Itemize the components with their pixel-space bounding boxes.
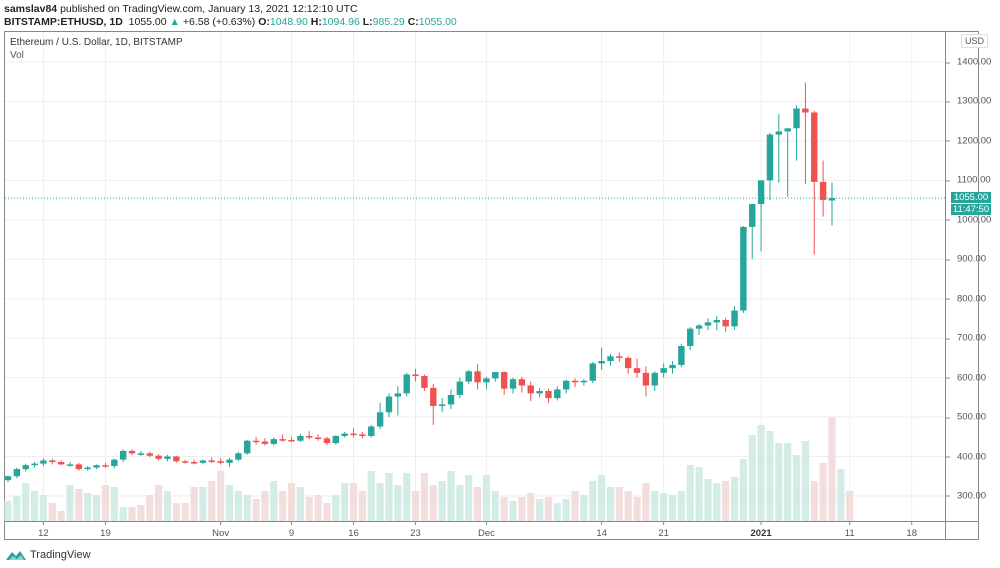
- time-tick: 19: [100, 528, 111, 539]
- countdown-tag: 11:47:50: [951, 204, 991, 215]
- time-tick: 16: [348, 528, 359, 539]
- close-value: 1055.00: [418, 16, 457, 28]
- time-tick: 11: [844, 528, 855, 539]
- price-tick: 1100.00: [946, 174, 991, 186]
- time-tick: 23: [410, 528, 421, 539]
- price-tick: 1200.00: [945, 135, 992, 147]
- time-tick: Nov: [212, 528, 230, 539]
- close-label: C:: [407, 16, 419, 28]
- time-tick: Dec: [477, 528, 495, 539]
- price-tick: 500.00: [945, 411, 987, 423]
- low-label: L:: [362, 16, 373, 28]
- volume-label: Vol: [10, 50, 24, 61]
- up-arrow-icon: ▲: [169, 16, 180, 28]
- price-tick: 900.00: [945, 253, 987, 265]
- chart-frame: [4, 31, 979, 540]
- open-label: O:: [258, 16, 270, 28]
- tradingview-cloud-icon: [6, 551, 26, 560]
- last-price: 1055.00: [128, 16, 167, 28]
- low-value: 985.29: [372, 16, 405, 28]
- price-tick: 600.00: [945, 372, 987, 384]
- time-tick: 2021: [750, 528, 772, 539]
- price-tick: 1000.00: [945, 214, 992, 226]
- pane-title: Ethereum / U.S. Dollar, 1D, BITSTAMP: [10, 37, 183, 48]
- price-tick: 800.00: [945, 293, 987, 305]
- high-label: H:: [310, 16, 322, 28]
- symbol-label: BITSTAMP:ETHUSD, 1D: [4, 16, 123, 28]
- price-tick: 700.00: [945, 332, 987, 344]
- time-axis-divider: [4, 521, 979, 522]
- last-price-tag: 1055.00: [951, 192, 991, 203]
- open-value: 1048.90: [269, 16, 308, 28]
- time-tick: 9: [288, 528, 295, 539]
- time-tick: 14: [596, 528, 607, 539]
- author-name[interactable]: samslav84: [4, 3, 58, 15]
- publish-line: samslav84 published on TradingView.com, …: [4, 3, 358, 15]
- price-tick: 1300.00: [945, 95, 992, 107]
- currency-button[interactable]: USD: [961, 34, 989, 48]
- brand-name: TradingView: [30, 549, 91, 561]
- price-axis-divider: [945, 31, 946, 540]
- symbol-line: BITSTAMP:ETHUSD, 1D 1055.00 ▲ +6.58 (+0.…: [4, 16, 457, 28]
- time-tick: 12: [38, 528, 49, 539]
- change-value: +6.58 (+0.63%): [182, 16, 256, 28]
- price-tick: 400.00: [945, 451, 987, 462]
- price-tick: 300.00: [945, 490, 987, 502]
- time-tick: 21: [658, 528, 669, 539]
- high-value: 1094.96: [321, 16, 360, 28]
- time-tick: 18: [906, 528, 918, 539]
- price-tick: 1400.00: [945, 56, 992, 68]
- published-text: published on TradingView.com, January 13…: [60, 3, 358, 15]
- tradingview-logo[interactable]: TradingView: [5, 549, 91, 561]
